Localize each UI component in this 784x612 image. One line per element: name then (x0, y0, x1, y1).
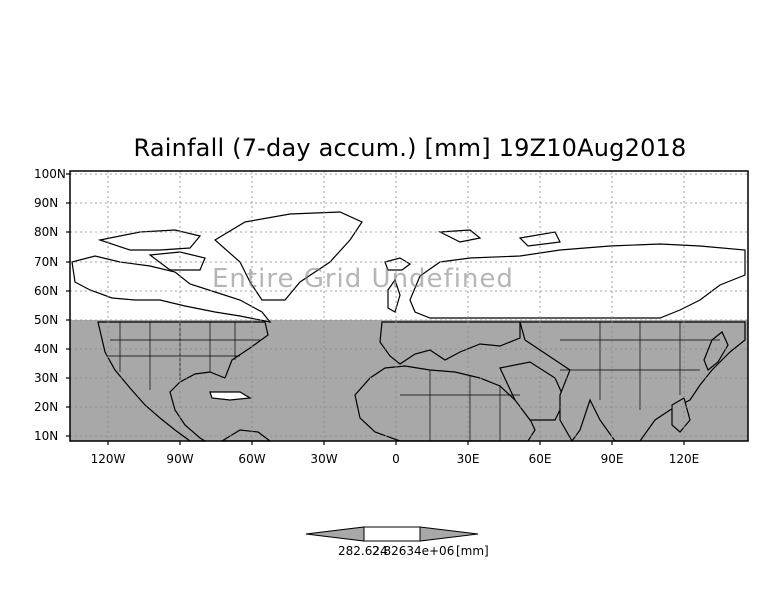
lon-tick-label: 30W (310, 452, 338, 466)
lon-tick-label: 60W (238, 452, 266, 466)
colorbar (305, 526, 479, 542)
lon-tick-label: 90E (600, 452, 624, 466)
lat-tick-label: 80N (34, 225, 59, 239)
colorbar-left-arrow (305, 526, 365, 542)
border-lines (108, 322, 720, 441)
grid-lines (70, 171, 748, 441)
lat-tick-label: 30N (34, 371, 59, 385)
map-title: Rainfall (7-day accum.) [mm] 19Z10Aug201… (133, 134, 687, 162)
land-in-band (97, 321, 746, 443)
land-outlines (71, 211, 746, 323)
lon-tick-label: 120E (668, 452, 700, 466)
lat-tick-label: 100N (34, 167, 66, 181)
lat-tick-label: 90N (34, 196, 59, 210)
colorbar-min-label: 282.624 (338, 544, 388, 558)
overlay-undefined-text: Entire Grid Undefined (212, 264, 514, 294)
lat-tick-label: 20N (34, 400, 59, 414)
lat-tick-label: 40N (34, 342, 59, 356)
colorbar-right-arrow (419, 526, 479, 542)
lat-tick-label: 10N (34, 429, 59, 443)
lon-tick-label: 90W (166, 452, 194, 466)
colorbar-max-label: 2.82634e+06 (372, 544, 455, 558)
colorbar-center (363, 526, 421, 542)
lon-tick-label: 30E (456, 452, 480, 466)
lon-tick-label: 0 (392, 452, 400, 466)
lon-tick-label: 60E (528, 452, 552, 466)
lat-tick-label: 60N (34, 284, 59, 298)
lon-tick-label: 120W (90, 452, 126, 466)
lat-tick-label: 70N (34, 255, 59, 269)
tick-marks (66, 173, 685, 445)
colorbar-units-label: [mm] (456, 544, 489, 558)
map-frame (69, 170, 749, 442)
lat-tick-label: 50N (34, 313, 59, 327)
